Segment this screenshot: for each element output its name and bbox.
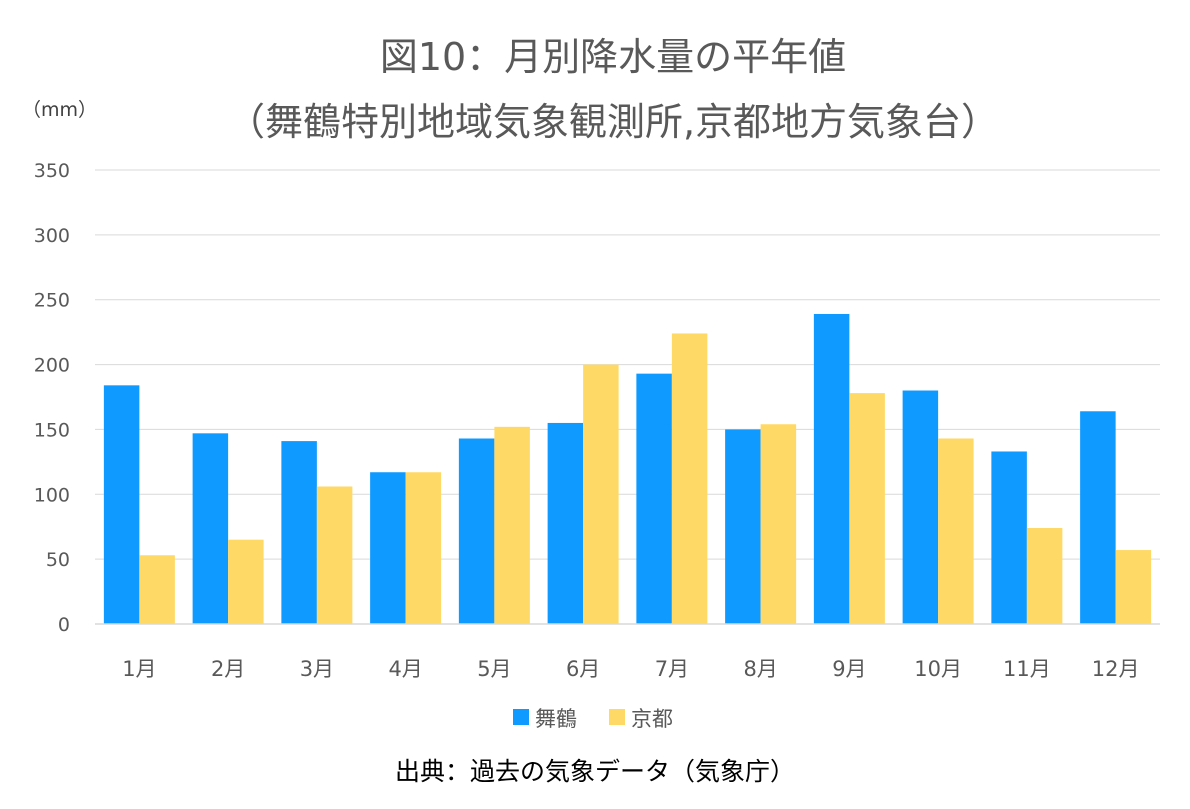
legend: 舞鶴 京都 xyxy=(513,707,673,731)
y-tick-label: 50 xyxy=(46,549,70,571)
bar-maizuru-12 xyxy=(1080,411,1116,624)
x-category-label: 7月 xyxy=(655,657,689,681)
bar-maizuru-9 xyxy=(813,313,850,624)
x-axis-category-labels: 1月 2月 3月 4月 5月 6月 7月 8月 9月 10月 11月 12月 xyxy=(122,657,1139,681)
y-tick-label: 350 xyxy=(34,160,70,182)
bar-kyoto-2 xyxy=(228,539,264,624)
bar-maizuru-10 xyxy=(902,390,939,624)
y-tick-label: 150 xyxy=(34,419,70,441)
x-category-label: 3月 xyxy=(300,657,334,681)
bar-kyoto-4 xyxy=(405,472,442,624)
legend-label-maizuru: 舞鶴 xyxy=(535,707,577,731)
x-category-label: 6月 xyxy=(566,657,600,681)
legend-label-kyoto: 京都 xyxy=(631,707,673,731)
bar-kyoto-7 xyxy=(671,333,708,624)
bar-kyoto-1 xyxy=(139,555,175,624)
bar-maizuru-4 xyxy=(370,472,406,624)
bar-kyoto-11 xyxy=(1026,528,1063,624)
x-category-label: 12月 xyxy=(1092,657,1140,681)
bar-maizuru-6 xyxy=(547,422,584,624)
y-axis-unit-label: （mm） xyxy=(22,99,97,121)
chart-subtitle: （舞鶴特別地域気象観測所,京都地方気象台） xyxy=(227,100,999,144)
bar-maizuru-11 xyxy=(991,451,1027,624)
chart-title: 図10：月別降水量の平年値 xyxy=(380,35,846,79)
x-category-label: 2月 xyxy=(211,657,245,681)
bars xyxy=(95,313,1160,625)
bar-maizuru-2 xyxy=(192,433,229,624)
bar-maizuru-5 xyxy=(458,438,495,624)
y-tick-label: 300 xyxy=(34,225,70,247)
legend-swatch-kyoto xyxy=(609,709,625,725)
x-category-label: 5月 xyxy=(477,657,511,681)
y-tick-label: 100 xyxy=(34,484,70,506)
bar-kyoto-10 xyxy=(938,438,974,624)
bar-kyoto-9 xyxy=(849,393,885,624)
bar-maizuru-7 xyxy=(636,373,672,624)
bar-maizuru-8 xyxy=(725,429,761,624)
bar-kyoto-3 xyxy=(316,486,353,624)
y-tick-label: 0 xyxy=(58,614,70,636)
bar-kyoto-5 xyxy=(494,426,530,624)
x-category-label: 1月 xyxy=(122,657,156,681)
y-axis-tick-labels: 0 50 100 150 200 250 300 350 xyxy=(34,160,70,636)
y-tick-label: 250 xyxy=(34,290,70,312)
bar-kyoto-6 xyxy=(583,364,619,624)
bar-maizuru-3 xyxy=(281,441,317,624)
legend-swatch-maizuru xyxy=(513,709,529,725)
bar-kyoto-8 xyxy=(760,424,797,624)
bar-maizuru-1 xyxy=(103,385,140,624)
gridlines xyxy=(95,169,1160,625)
x-category-label: 8月 xyxy=(743,657,777,681)
x-category-label: 10月 xyxy=(914,657,962,681)
x-category-label: 11月 xyxy=(1003,657,1051,681)
y-tick-label: 200 xyxy=(34,355,70,377)
x-category-label: 4月 xyxy=(388,657,422,681)
x-category-label: 9月 xyxy=(832,657,866,681)
source-note: 出典：過去の気象データ（気象庁） xyxy=(395,757,795,786)
bar-kyoto-12 xyxy=(1115,550,1152,624)
